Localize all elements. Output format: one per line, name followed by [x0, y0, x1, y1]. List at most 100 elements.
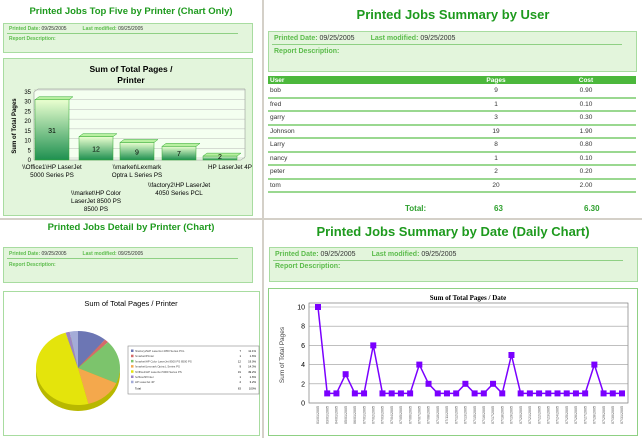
x-tick-label: 06/01/2005	[353, 406, 357, 424]
y-tick-label: 6	[301, 343, 305, 350]
data-point	[397, 390, 404, 397]
legend-box	[127, 345, 260, 395]
data-point	[416, 361, 423, 368]
y-axis-label: Sum of Total Pages	[279, 326, 286, 383]
y-tick-label: 10	[24, 139, 31, 145]
pie-chart-title: Sum of Total Pages / Printer	[84, 299, 178, 308]
y-tick-label: 25	[24, 109, 31, 115]
data-point	[572, 390, 579, 397]
x-tick-label: \\factory2\HP LaserJet	[148, 182, 210, 189]
x-tick-label: 07/22/2005	[537, 406, 541, 424]
data-point	[600, 390, 607, 397]
x-tick-label: 07/06/2005	[408, 406, 412, 424]
x-tick-label: 07/26/2005	[574, 406, 578, 424]
legend-label: \\factory2\HP LaserJet 4050 Series PCL	[135, 349, 185, 353]
x-tick-label: 07/30/2005	[611, 406, 615, 424]
x-tick-label: 07/13/2005	[464, 406, 468, 424]
y-tick-label: 10	[297, 305, 305, 312]
data-point	[619, 390, 625, 397]
report-title: Printed Jobs Detail by Printer (Chart)	[47, 222, 215, 233]
cell-cost: 0.10	[536, 97, 636, 112]
top-five-report: Printed Jobs Top Five by Printer (Chart …	[0, 0, 262, 218]
table-row: Johnson 19 1.90	[268, 124, 636, 139]
data-point	[351, 390, 358, 397]
col-pages: Pages	[456, 76, 536, 84]
data-point	[370, 342, 377, 349]
cell-cost: 0.80	[536, 138, 636, 153]
chart-box	[268, 288, 638, 436]
legend-value: 2	[239, 380, 241, 384]
bar-chart: Sum of Total Pages / Printer 0 5 10 15 20 25 3…	[12, 64, 252, 213]
x-tick-label: 07/19/2005	[510, 406, 514, 424]
x-tick-label: LaserJet 8500 PS	[71, 198, 121, 205]
y-tick-label: 8	[301, 324, 305, 331]
legend-total-value: 63	[238, 386, 242, 390]
last-modified: 09/25/2005	[118, 26, 144, 32]
x-tick-label: 07/03/2005	[381, 406, 385, 424]
cell-pages: 1	[456, 151, 536, 166]
legend-percent: 11.1%	[248, 349, 256, 353]
report-title: Printed Jobs Summary by Date (Daily Char…	[316, 224, 590, 239]
pie-slice	[78, 368, 117, 404]
last-modified: 09/25/2005	[118, 251, 144, 257]
bar	[202, 155, 238, 161]
y-tick-label: 35	[24, 90, 31, 96]
printed-date: 09/25/2005	[41, 251, 67, 257]
cell-pages: 2	[456, 165, 536, 180]
data-point	[517, 390, 524, 397]
legend-swatch	[131, 375, 134, 378]
legend-label: \\market\Lexmark Optra L Series PS	[135, 365, 180, 369]
bar-value-label: 7	[177, 151, 181, 158]
data-point	[499, 390, 506, 397]
legend-label: HP LaserJet 4P	[135, 380, 155, 384]
cell-pages: 20	[456, 178, 536, 193]
pie-slice	[78, 342, 121, 384]
x-tick-label: 8500 PS	[84, 206, 108, 213]
legend-value: 1	[239, 375, 241, 379]
data-point	[471, 390, 478, 397]
data-point	[591, 361, 598, 368]
last-modified-label: Last modified:	[82, 251, 117, 257]
bar	[78, 136, 114, 161]
printed-date-label: Printed Date:	[274, 35, 318, 42]
data-point	[379, 390, 386, 397]
legend-label: \\Office1\HP LaserJet 5000 Series PS	[135, 370, 182, 374]
legend-percent: 1.6%	[250, 354, 257, 358]
x-tick-label: 07/29/2005	[602, 406, 606, 424]
data-point	[388, 390, 395, 397]
table-row: fred 1 0.10	[268, 97, 636, 112]
legend-percent: 14.3%	[248, 365, 256, 369]
legend-percent: 19.0%	[248, 359, 256, 363]
bar-value-label: 2	[218, 154, 222, 161]
x-tick-label: 07/11/2005	[445, 406, 449, 424]
user-table: User Pages Cost bob 9 0.90 fred 1 0.10 garry 3 0…	[268, 76, 636, 193]
printed-date: 09/25/2005	[319, 35, 355, 42]
bar	[161, 146, 197, 161]
total-label: Total:	[405, 204, 427, 213]
bar-value-label: 31	[48, 128, 56, 135]
data-point	[480, 390, 487, 397]
bar-value-label: 12	[92, 146, 100, 153]
x-tick-label: 07/27/2005	[583, 406, 587, 424]
data-point	[490, 380, 497, 387]
cell-pages: 19	[456, 124, 536, 139]
cell-pages: 3	[456, 111, 536, 126]
y-tick-label: 2	[301, 381, 305, 388]
data-point	[315, 304, 321, 310]
x-tick-label: 07/25/2005	[565, 406, 569, 424]
x-tick-label: 07/08/2005	[427, 406, 431, 424]
x-tick-label: 07/04/2005	[390, 406, 394, 424]
y-tick-label: 15	[24, 129, 31, 135]
legend-swatch	[131, 359, 134, 363]
cell-cost: 0.20	[536, 165, 636, 180]
cell-cost: 0.30	[536, 111, 636, 126]
legend-value: 31	[238, 370, 242, 374]
col-cost: Cost	[536, 76, 636, 84]
table-row: peter 2 0.20	[268, 165, 636, 180]
chart-box	[3, 291, 260, 436]
data-point	[545, 390, 552, 397]
x-tick-label: 07/07/2005	[418, 406, 422, 424]
cell-cost: 0.10	[536, 151, 636, 166]
legend-value: 1	[239, 354, 241, 358]
x-tick-label: 03/01/2005	[325, 406, 329, 424]
